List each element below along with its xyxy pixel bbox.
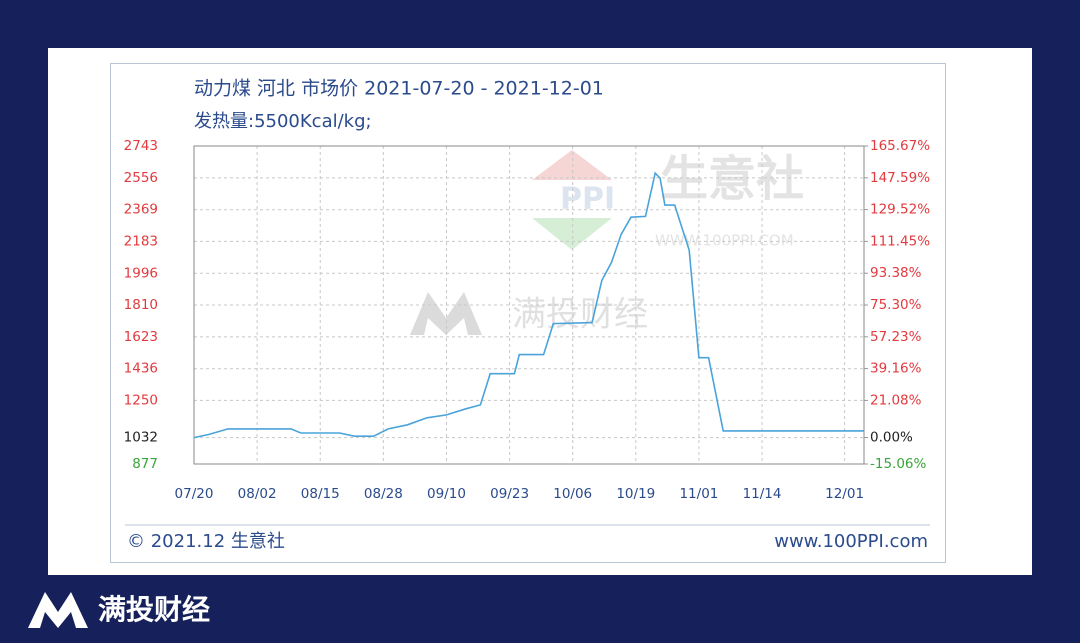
watermark-logo xyxy=(532,150,612,180)
y-tick-label: 2743 xyxy=(124,138,158,154)
watermark-text: PPI xyxy=(560,182,615,217)
y-tick-label: 2556 xyxy=(124,170,158,186)
x-tick-label: 09/10 xyxy=(427,486,466,502)
x-tick-label: 10/19 xyxy=(616,486,655,502)
brand-logo xyxy=(28,592,88,628)
x-tick-label: 11/14 xyxy=(743,486,782,502)
footer-right: www.100PPI.com xyxy=(774,531,928,552)
brand-name: 满投财经 xyxy=(98,593,210,626)
x-tick-label: 08/15 xyxy=(301,486,340,502)
watermark-text: WWW.100PPI.COM xyxy=(655,232,794,250)
x-tick-label: 08/02 xyxy=(238,486,277,502)
x-tick-label: 08/28 xyxy=(364,486,403,502)
x-tick-label: 09/23 xyxy=(490,486,529,502)
watermark-logo xyxy=(532,218,612,250)
x-tick-label: 10/06 xyxy=(553,486,592,502)
watermark-logo xyxy=(410,292,482,335)
y2-tick-label: 111.45% xyxy=(870,233,930,249)
plot-border xyxy=(193,145,865,465)
y2-tick-label: 0.00% xyxy=(870,430,913,446)
y2-tick-label: 75.30% xyxy=(870,297,922,313)
watermark-text: 满投财经 xyxy=(512,295,648,335)
footer-left: © 2021.12 生意社 xyxy=(127,531,285,552)
y2-tick-label: 39.16% xyxy=(870,361,922,377)
data-line xyxy=(193,171,864,439)
y-tick-label: 1436 xyxy=(124,361,158,377)
y-tick-label: 2369 xyxy=(124,202,158,218)
y-tick-label: 877 xyxy=(132,456,158,472)
chart-subtitle: 发热量:5500Kcal/kg; xyxy=(194,111,372,132)
y2-tick-label: 93.38% xyxy=(870,265,922,281)
y2-tick-label: 21.08% xyxy=(870,392,922,408)
y-tick-label: 1623 xyxy=(124,329,158,345)
plot: 2743 2556 2369 2183 1996 1810 1623 1436 1250 1032… xyxy=(124,138,931,502)
y2-tick-label: 129.52% xyxy=(870,202,930,218)
y2-tick-label: 147.59% xyxy=(870,170,930,186)
x-tick-label: 11/01 xyxy=(679,486,718,502)
chart-title: 动力煤 河北 市场价 2021-07-20 - 2021-12-01 xyxy=(194,78,604,100)
chart-frame xyxy=(110,63,946,563)
y-tick-label: 1250 xyxy=(124,392,158,408)
x-tick-label: 12/01 xyxy=(825,486,864,502)
watermark: PPI 生意社 WWW.100PPI.COM 满投财经 xyxy=(410,150,804,335)
y-tick-label: 1996 xyxy=(124,265,158,281)
y-tick-label: 1032 xyxy=(124,430,158,446)
y2-tick-label: 57.23% xyxy=(870,329,922,345)
x-tick-label: 07/20 xyxy=(175,486,214,502)
watermark-text: 生意社 xyxy=(660,151,804,207)
y-tick-label: 2183 xyxy=(124,233,158,249)
y2-tick-label: 165.67% xyxy=(870,138,930,154)
y2-tick-label: -15.06% xyxy=(870,456,927,472)
panel xyxy=(48,48,1032,575)
y-tick-label: 1810 xyxy=(124,297,158,313)
